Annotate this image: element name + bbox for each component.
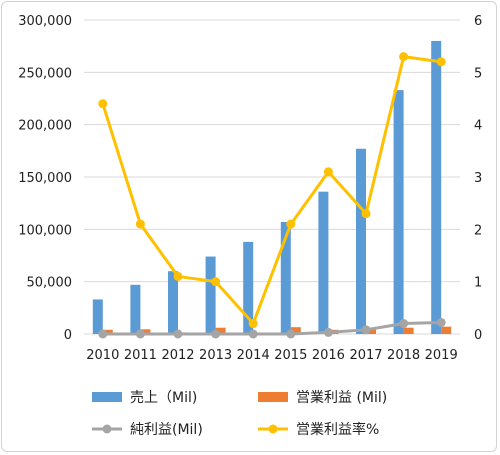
bars: [92, 40, 452, 334]
net-profit-point: [399, 319, 409, 329]
x-tick-label: 2017: [349, 348, 382, 363]
operating-margin-point: [361, 209, 371, 219]
bar-sales: [205, 256, 216, 334]
x-tick-label: 2016: [312, 348, 345, 363]
right-tick-label: 0: [474, 328, 482, 343]
legend-label: 営業利益率%: [296, 421, 379, 438]
net-profit-point: [286, 329, 296, 339]
operating-margin-point: [286, 219, 296, 229]
x-tick-label: 2019: [425, 348, 458, 363]
operating-margin-point: [211, 277, 221, 287]
bar-sales: [168, 271, 178, 334]
bar-operating-profit: [215, 327, 226, 334]
bar-sales: [243, 241, 254, 334]
right-tick-label: 6: [474, 14, 482, 29]
net-profit-point: [173, 329, 183, 339]
bar-operating-profit: [441, 326, 452, 334]
x-tick-label: 2010: [86, 348, 119, 363]
right-tick-label: 2: [474, 223, 482, 238]
left-tick-label: 0: [64, 328, 72, 343]
legend-label: 営業利益 (Mil): [296, 390, 387, 406]
right-tick-label: 5: [474, 66, 482, 81]
x-tick-label: 2018: [387, 348, 420, 363]
legend-swatch: [92, 392, 122, 402]
legend-marker: [268, 424, 278, 434]
net-profit-point: [323, 327, 333, 337]
bar-operating-profit: [366, 328, 376, 334]
operating-margin-line: [101, 55, 442, 326]
bar-operating-profit: [290, 327, 301, 334]
net-profit-point: [211, 329, 221, 339]
left-tick-label: 50,000: [27, 276, 73, 291]
bar-sales: [318, 191, 329, 334]
legend-label: 純利益(Mil): [130, 422, 203, 438]
legend: 売上（Mil) 営業利益 (Mil) 純利益(Mil) 営業利益率%: [92, 390, 387, 438]
operating-margin-point: [173, 271, 183, 281]
bar-operating-profit: [140, 329, 151, 334]
operating-margin-point: [323, 167, 333, 177]
x-tick-label: 2013: [199, 348, 232, 363]
left-tick-label: 100,000: [18, 223, 72, 238]
bar-sales: [393, 90, 404, 334]
operating-margin-point: [399, 52, 409, 62]
x-tick-label: 2014: [237, 348, 270, 363]
operating-margin-point: [135, 219, 145, 229]
x-axis-ticks: 2010 2011 2012 2013 2014 2015 2016 2017 2018 2019: [86, 348, 457, 363]
right-axis-ticks: 0 1 2 3 4 5 6: [474, 14, 482, 343]
legend-swatch: [258, 392, 288, 402]
x-tick-label: 2012: [161, 348, 194, 363]
left-tick-label: 250,000: [18, 66, 72, 81]
legend-marker: [102, 424, 112, 434]
net-profit-point: [436, 317, 446, 327]
net-profit-point: [135, 329, 145, 339]
x-tick-label: 2015: [274, 348, 307, 363]
net-profit-point: [361, 325, 371, 335]
net-profit-point: [248, 329, 258, 339]
x-tick-label: 2011: [124, 348, 157, 363]
bar-sales: [280, 222, 291, 334]
bar-sales: [92, 299, 103, 334]
left-tick-label: 300,000: [18, 14, 72, 29]
left-tick-label: 150,000: [18, 171, 72, 186]
operating-margin-point: [248, 319, 258, 329]
bar-sales: [130, 284, 141, 334]
right-tick-label: 3: [474, 171, 482, 186]
lines: [98, 52, 446, 339]
right-tick-label: 1: [474, 276, 482, 291]
operating-margin-point: [98, 99, 108, 109]
left-tick-label: 200,000: [18, 119, 72, 134]
net-profit-line: [102, 320, 442, 336]
net-profit-point: [98, 329, 108, 339]
bar-operating-profit: [403, 327, 414, 334]
operating-margin-point: [436, 57, 446, 67]
legend-label: 売上（Mil): [130, 390, 197, 406]
right-tick-label: 4: [474, 119, 482, 134]
left-axis-ticks: 0 50,000 100,000 150,000 200,000 250,000 300,0…: [18, 14, 72, 343]
bar-sales: [356, 148, 366, 334]
bar-sales: [431, 40, 442, 334]
bar-operating-profit: [102, 329, 113, 334]
